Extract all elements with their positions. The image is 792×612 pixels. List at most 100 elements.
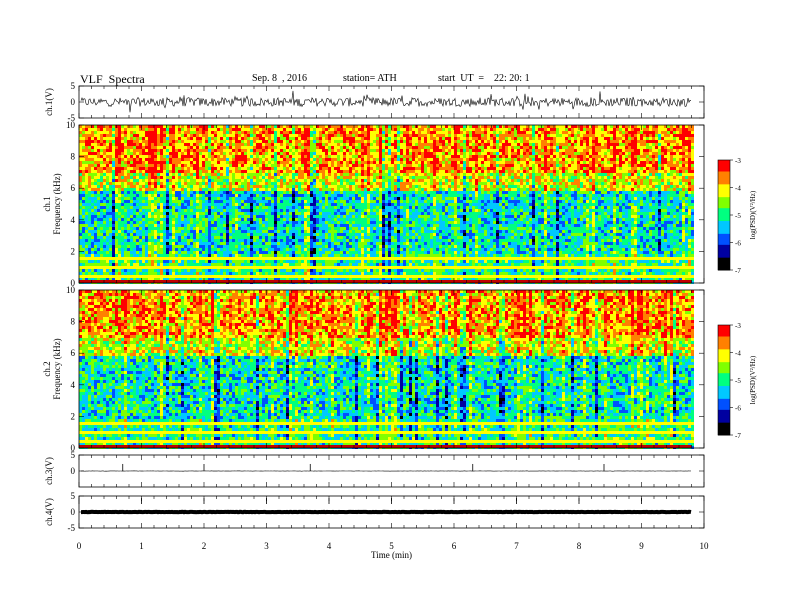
spectrogram-cell: [124, 257, 127, 260]
spectrogram-cell: [118, 152, 121, 155]
spectrogram-cell: [106, 227, 109, 230]
spectrogram-cell: [106, 149, 109, 152]
spectrogram-cell: [130, 197, 133, 200]
spectrogram-cell: [100, 245, 103, 248]
spectrogram-cell: [112, 206, 115, 209]
spectrogram-cell: [94, 266, 97, 269]
spectrogram-cell: [82, 254, 85, 257]
spectrogram-cell: [97, 194, 100, 197]
spectrogram-cell: [82, 134, 85, 137]
spectrogram-cell: [121, 134, 124, 137]
spectrogram-cell: [133, 215, 136, 218]
spectrogram-cell: [106, 203, 109, 206]
spectrogram-cell: [103, 218, 106, 221]
spectrogram-cell: [127, 197, 130, 200]
spectrogram-cell: [109, 260, 112, 263]
spectrogram-cell: [103, 245, 106, 248]
spectrogram-cell: [136, 143, 139, 146]
spectrogram-cell: [118, 215, 121, 218]
spectrogram-cell: [109, 188, 112, 191]
spectrogram-cell: [112, 221, 115, 224]
spectrogram-cell: [130, 212, 133, 215]
spectrogram-cell: [109, 203, 112, 206]
spectrogram-cell: [139, 170, 142, 173]
spectrogram-cell: [139, 149, 142, 152]
spectrogram-cell: [121, 128, 124, 131]
spectrogram-cell: [133, 200, 136, 203]
spectrogram-cell: [145, 248, 148, 251]
spectrogram-cell: [103, 125, 106, 128]
spectrogram-cell: [139, 134, 142, 137]
spectrogram-cell: [124, 266, 127, 269]
spectrogram-cell: [97, 233, 100, 236]
spectrogram-cell: [121, 131, 124, 134]
spectrogram-cell: [91, 212, 94, 215]
spectrogram-cell: [82, 239, 85, 242]
spectrogram-cell: [145, 224, 148, 227]
spectrogram-cell: [121, 152, 124, 155]
spectrogram-cell: [118, 224, 121, 227]
spectrogram-cell: [133, 146, 136, 149]
spectrogram-cell: [100, 179, 103, 182]
spectrogram-cell: [79, 128, 82, 131]
spectrogram-cell: [145, 149, 148, 152]
spectrogram-cell: [121, 140, 124, 143]
spectrogram-cell: [94, 275, 97, 278]
spectrogram-cell: [133, 272, 136, 275]
spectrogram-cell: [145, 212, 148, 215]
spectrogram-cell: [100, 254, 103, 257]
spectrogram-cell: [127, 215, 130, 218]
spectrogram-cell: [100, 182, 103, 185]
spectrogram-cell: [142, 260, 145, 263]
spectrogram-cell: [121, 182, 124, 185]
spectrogram-cell: [124, 242, 127, 245]
spectrogram-cell: [136, 128, 139, 131]
spectrogram-cell: [142, 164, 145, 167]
spectrogram-cell: [145, 269, 148, 272]
spectrogram-cell: [118, 137, 121, 140]
spectrogram-cell: [97, 239, 100, 242]
spectrogram-cell: [136, 203, 139, 206]
spectrogram-cell: [112, 224, 115, 227]
spectrogram-cell: [79, 227, 82, 230]
spectrogram-cell: [91, 227, 94, 230]
spectrogram-cell: [88, 182, 91, 185]
spectrogram-cell: [94, 218, 97, 221]
spectrogram-cell: [133, 248, 136, 251]
spectrogram-cell: [133, 260, 136, 263]
spectrogram-cell: [127, 170, 130, 173]
spectrogram-cell: [127, 233, 130, 236]
spectrogram-cell: [109, 197, 112, 200]
spectrogram-cell: [100, 218, 103, 221]
spectrogram-cell: [85, 200, 88, 203]
spectrogram-cell: [85, 194, 88, 197]
spectrogram-cell: [130, 233, 133, 236]
spectrogram-cell: [133, 251, 136, 254]
spectrogram-cell: [97, 158, 100, 161]
spectrogram-cell: [106, 155, 109, 158]
spectrogram-cell: [139, 272, 142, 275]
spectrogram-cell: [91, 209, 94, 212]
spectrogram-cell: [106, 152, 109, 155]
spectrogram-cell: [85, 260, 88, 263]
spectrogram-cell: [148, 140, 151, 143]
spectrogram-cell: [130, 125, 133, 128]
spectrogram-cell: [142, 200, 145, 203]
spectrogram-cell: [97, 272, 100, 275]
spectrogram-cell: [127, 164, 130, 167]
spectrogram-cell: [127, 182, 130, 185]
spectrogram-cell: [85, 245, 88, 248]
spectrogram-cell: [100, 242, 103, 245]
spectrogram-cell: [106, 209, 109, 212]
spectrogram-cell: [94, 131, 97, 134]
spectrogram-cell: [100, 146, 103, 149]
spectrogram-cell: [85, 272, 88, 275]
spectrogram-cell: [133, 197, 136, 200]
spectrogram-cell: [100, 152, 103, 155]
spectrogram-cell: [127, 155, 130, 158]
spectrogram-cell: [106, 242, 109, 245]
spectrogram-cell: [118, 161, 121, 164]
spectrogram-cell: [100, 212, 103, 215]
spectrogram-cell: [82, 275, 85, 278]
spectrogram-cell: [85, 188, 88, 191]
